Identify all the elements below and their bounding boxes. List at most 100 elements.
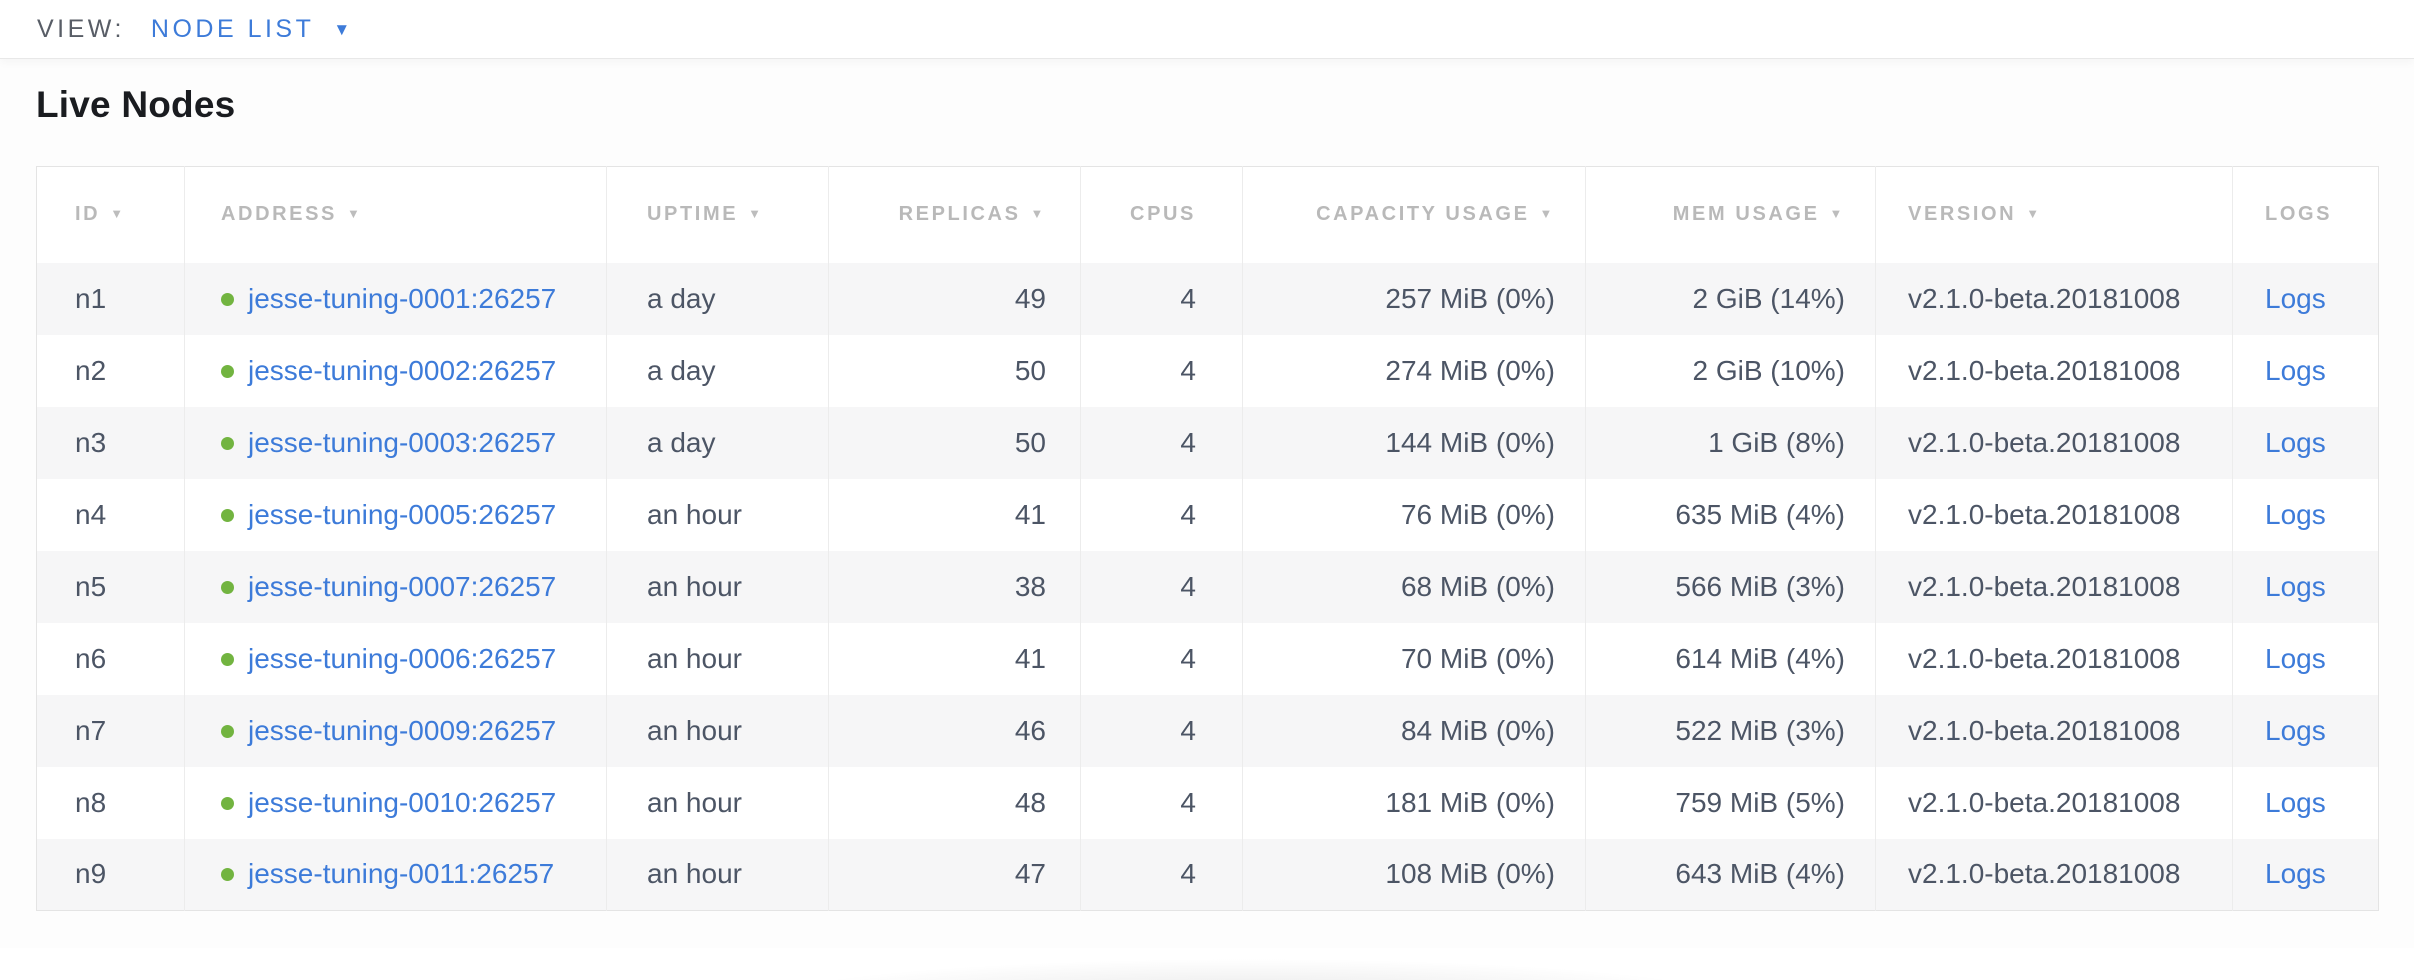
- address-link[interactable]: jesse-tuning-0010:26257: [248, 786, 557, 818]
- cluster-overview-page: VIEW: NODE LIST ▼ Live Nodes ID ▼ ADDRESS ▼…: [0, 14, 2414, 980]
- cell-mem: 2 GiB (14%): [1585, 262, 1876, 335]
- column-header-label: ID: [75, 203, 101, 226]
- cell-logs: Logs: [2232, 334, 2379, 407]
- cell-uptime: a day: [606, 406, 829, 479]
- cell-capacity: 84 MiB (0%): [1242, 694, 1586, 767]
- cell-replicas: 48: [828, 766, 1081, 839]
- column-header-label: ADDRESS: [221, 203, 337, 226]
- cell-id: n7: [36, 694, 185, 767]
- node-row-n6: n6 jesse-tuning-0006:26257 an hour 41 4 70 Mi…: [36, 622, 2379, 695]
- table-header: ID ▼ ADDRESS ▼ UPTIME ▼ REPLICAS ▼ CPUS CAPACITY …: [36, 166, 2379, 263]
- cell-logs: Logs: [2232, 478, 2379, 551]
- column-header-uptime[interactable]: UPTIME ▼: [606, 166, 829, 263]
- cell-logs: Logs: [2232, 262, 2379, 335]
- column-header-replicas[interactable]: REPLICAS ▼: [828, 166, 1081, 263]
- cell-address: jesse-tuning-0002:26257: [184, 334, 607, 407]
- cell-uptime: a day: [606, 334, 829, 407]
- column-header-id[interactable]: ID ▼: [36, 166, 185, 263]
- logs-link[interactable]: Logs: [2265, 426, 2326, 458]
- logs-link[interactable]: Logs: [2265, 858, 2326, 890]
- address-link[interactable]: jesse-tuning-0011:26257: [248, 858, 555, 890]
- cell-logs: Logs: [2232, 550, 2379, 623]
- cell-cpus: 4: [1080, 838, 1243, 911]
- cell-address: jesse-tuning-0006:26257: [184, 622, 607, 695]
- cell-uptime: an hour: [606, 622, 829, 695]
- node-healthy-dot-icon: [221, 652, 234, 666]
- column-header-label: CAPACITY USAGE: [1316, 203, 1530, 226]
- cell-cpus: 4: [1080, 550, 1243, 623]
- cell-mem: 566 MiB (3%): [1585, 550, 1876, 623]
- sort-arrow-icon: ▼: [748, 206, 764, 222]
- address-link[interactable]: jesse-tuning-0006:26257: [248, 642, 557, 674]
- cell-id: n2: [36, 334, 185, 407]
- column-header-address[interactable]: ADDRESS ▼: [184, 166, 607, 263]
- node-row-n5: n5 jesse-tuning-0007:26257 an hour 38 4 68 Mi…: [36, 550, 2379, 623]
- cell-capacity: 181 MiB (0%): [1242, 766, 1586, 839]
- column-header-label: REPLICAS: [898, 203, 1021, 226]
- cell-version: v2.1.0-beta.20181008: [1875, 478, 2233, 551]
- column-header-label: MEM USAGE: [1672, 203, 1820, 226]
- cell-id: n4: [36, 478, 185, 551]
- logs-link[interactable]: Logs: [2265, 498, 2326, 530]
- node-healthy-dot-icon: [221, 580, 234, 594]
- column-header-version[interactable]: VERSION ▼: [1875, 166, 2233, 263]
- cell-address: jesse-tuning-0011:26257: [184, 838, 607, 911]
- node-row-n8: n8 jesse-tuning-0010:26257 an hour 48 4 181 M…: [36, 766, 2379, 839]
- live-nodes-section: Live Nodes ID ▼ ADDRESS ▼ UPTIME ▼ REPLICAS ▼ CP…: [0, 59, 2414, 948]
- cell-mem: 2 GiB (10%): [1585, 334, 1876, 407]
- cell-uptime: an hour: [606, 838, 829, 911]
- address-link[interactable]: jesse-tuning-0009:26257: [248, 714, 557, 746]
- sort-arrow-icon: ▼: [1030, 206, 1046, 222]
- sort-arrow-icon: ▼: [1539, 206, 1555, 222]
- cell-mem: 614 MiB (4%): [1585, 622, 1876, 695]
- address-link[interactable]: jesse-tuning-0005:26257: [248, 498, 557, 530]
- cell-cpus: 4: [1080, 334, 1243, 407]
- live-nodes-table: ID ▼ ADDRESS ▼ UPTIME ▼ REPLICAS ▼ CPUS CAPACITY …: [36, 166, 2379, 911]
- node-row-n7: n7 jesse-tuning-0009:26257 an hour 46 4 84 Mi…: [36, 694, 2379, 767]
- address-link[interactable]: jesse-tuning-0003:26257: [248, 426, 557, 458]
- cell-cpus: 4: [1080, 406, 1243, 479]
- node-healthy-dot-icon: [221, 796, 234, 810]
- cell-capacity: 274 MiB (0%): [1242, 334, 1586, 407]
- logs-link[interactable]: Logs: [2265, 570, 2326, 602]
- column-header-label: VERSION: [1908, 203, 2017, 226]
- column-header-mem[interactable]: MEM USAGE ▼: [1585, 166, 1876, 263]
- cell-uptime: an hour: [606, 550, 829, 623]
- cell-cpus: 4: [1080, 262, 1243, 335]
- cell-version: v2.1.0-beta.20181008: [1875, 766, 2233, 839]
- logs-link[interactable]: Logs: [2265, 714, 2326, 746]
- cell-cpus: 4: [1080, 694, 1243, 767]
- cell-address: jesse-tuning-0001:26257: [184, 262, 607, 335]
- cell-mem: 635 MiB (4%): [1585, 478, 1876, 551]
- cell-address: jesse-tuning-0007:26257: [184, 550, 607, 623]
- view-selector-dropdown[interactable]: NODE LIST ▼: [151, 15, 350, 44]
- cell-logs: Logs: [2232, 622, 2379, 695]
- cell-capacity: 108 MiB (0%): [1242, 838, 1586, 911]
- cell-capacity: 68 MiB (0%): [1242, 550, 1586, 623]
- cell-id: n1: [36, 262, 185, 335]
- cell-uptime: an hour: [606, 478, 829, 551]
- cell-version: v2.1.0-beta.20181008: [1875, 550, 2233, 623]
- column-header-capacity[interactable]: CAPACITY USAGE ▼: [1242, 166, 1586, 263]
- logs-link[interactable]: Logs: [2265, 786, 2326, 818]
- logs-link[interactable]: Logs: [2265, 642, 2326, 674]
- address-link[interactable]: jesse-tuning-0001:26257: [248, 282, 557, 314]
- cell-logs: Logs: [2232, 694, 2379, 767]
- address-link[interactable]: jesse-tuning-0002:26257: [248, 354, 557, 386]
- cell-id: n5: [36, 550, 185, 623]
- node-row-n2: n2 jesse-tuning-0002:26257 a day 50 4 274 MiB…: [36, 334, 2379, 407]
- cell-version: v2.1.0-beta.20181008: [1875, 838, 2233, 911]
- cell-cpus: 4: [1080, 478, 1243, 551]
- cell-mem: 1 GiB (8%): [1585, 406, 1876, 479]
- logs-link[interactable]: Logs: [2265, 354, 2326, 386]
- cell-address: jesse-tuning-0009:26257: [184, 694, 607, 767]
- cell-replicas: 41: [828, 622, 1081, 695]
- sort-arrow-icon: ▼: [110, 206, 126, 222]
- cell-uptime: an hour: [606, 694, 829, 767]
- cell-id: n9: [36, 838, 185, 911]
- cell-address: jesse-tuning-0010:26257: [184, 766, 607, 839]
- cell-capacity: 257 MiB (0%): [1242, 262, 1586, 335]
- view-label: VIEW:: [37, 14, 125, 43]
- address-link[interactable]: jesse-tuning-0007:26257: [248, 570, 557, 602]
- logs-link[interactable]: Logs: [2265, 282, 2326, 314]
